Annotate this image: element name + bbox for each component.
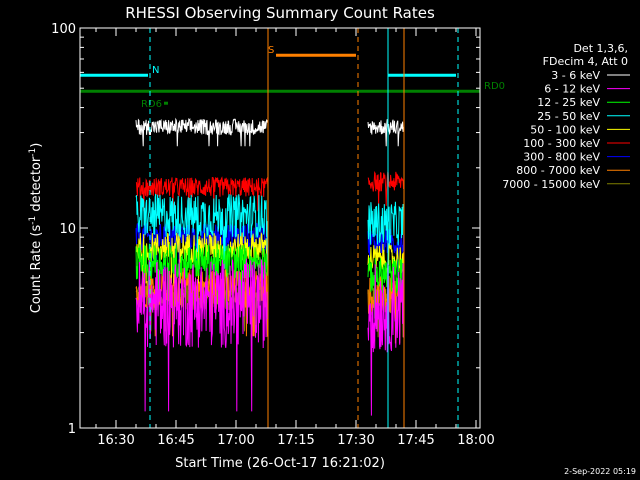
y-axis-label: Count Rate (s-1 detector-1)	[28, 143, 44, 314]
y-tick-label: 1	[68, 422, 76, 437]
x-tick-label: 17:30	[337, 433, 374, 448]
legend-label: 100 - 300 keV	[523, 137, 600, 150]
y-tick-label: 10	[59, 222, 76, 237]
x-tick-label: 16:45	[157, 433, 194, 448]
flag-label-rd0: RD0	[484, 81, 505, 92]
x-tick-label: 16:30	[97, 433, 134, 448]
x-tick-label: 18:00	[457, 433, 494, 448]
series-line-6-12-kev-seg0	[135, 258, 269, 412]
legend-label: 7000 - 15000 keV	[502, 178, 600, 191]
legend-label: 50 - 100 keV	[530, 123, 600, 136]
series-layer	[135, 117, 404, 416]
x-axis-label: Start Time (26-Oct-17 16:21:02)	[175, 456, 385, 471]
flag-bars: N S RD0 RD6	[80, 45, 505, 110]
x-tick-label: 17:00	[217, 433, 254, 448]
flag-label-n: N	[152, 65, 159, 76]
y-axis-label-mid: detector	[29, 156, 44, 216]
legend-header-1: Det 1,3,6,	[573, 42, 628, 55]
axis-ticks: 1 10 100 16:30 16:45 17:00 17:15 17:30 17:45 18:0…	[51, 22, 495, 448]
timestamp: 2-Sep-2022 05:19	[564, 467, 636, 476]
x-tick-label: 17:45	[397, 433, 434, 448]
x-tick-label: 17:15	[277, 433, 314, 448]
legend-label: 3 - 6 keV	[551, 69, 600, 82]
y-axis-label-sup2: -1	[28, 148, 38, 157]
series-line-100-300-kev-seg0	[135, 176, 269, 212]
flag-label-rd6: RD6	[141, 99, 162, 110]
y-axis-label-end: )	[29, 143, 44, 148]
series-line-25-50-kev-seg0	[135, 193, 269, 269]
y-tick-label: 100	[51, 22, 76, 37]
legend-label: 6 - 12 keV	[544, 83, 600, 96]
series-line-25-50-kev-seg1	[367, 201, 404, 246]
series-line-12-25-kev-seg1	[367, 257, 404, 319]
legend-header-2: FDecim 4, Att 0	[543, 55, 628, 68]
legend-label: 25 - 50 keV	[537, 110, 600, 123]
legend-label: 800 - 7000 keV	[516, 164, 600, 177]
chart-title: RHESSI Observing Summary Count Rates	[125, 4, 435, 22]
legend-label: 12 - 25 keV	[537, 96, 600, 109]
legend-label: 300 - 800 keV	[523, 151, 600, 164]
series-line-3-6-kev-seg1	[367, 119, 404, 147]
y-axis-label-main: Count Rate (s	[29, 225, 44, 314]
series-line-6-12-kev-seg1	[367, 263, 404, 416]
flag-label-s: S	[268, 45, 274, 56]
series-line-3-6-kev-seg0	[135, 117, 269, 147]
y-axis-label-sup1: -1	[28, 216, 38, 225]
series-line-100-300-kev-seg1	[367, 170, 404, 206]
